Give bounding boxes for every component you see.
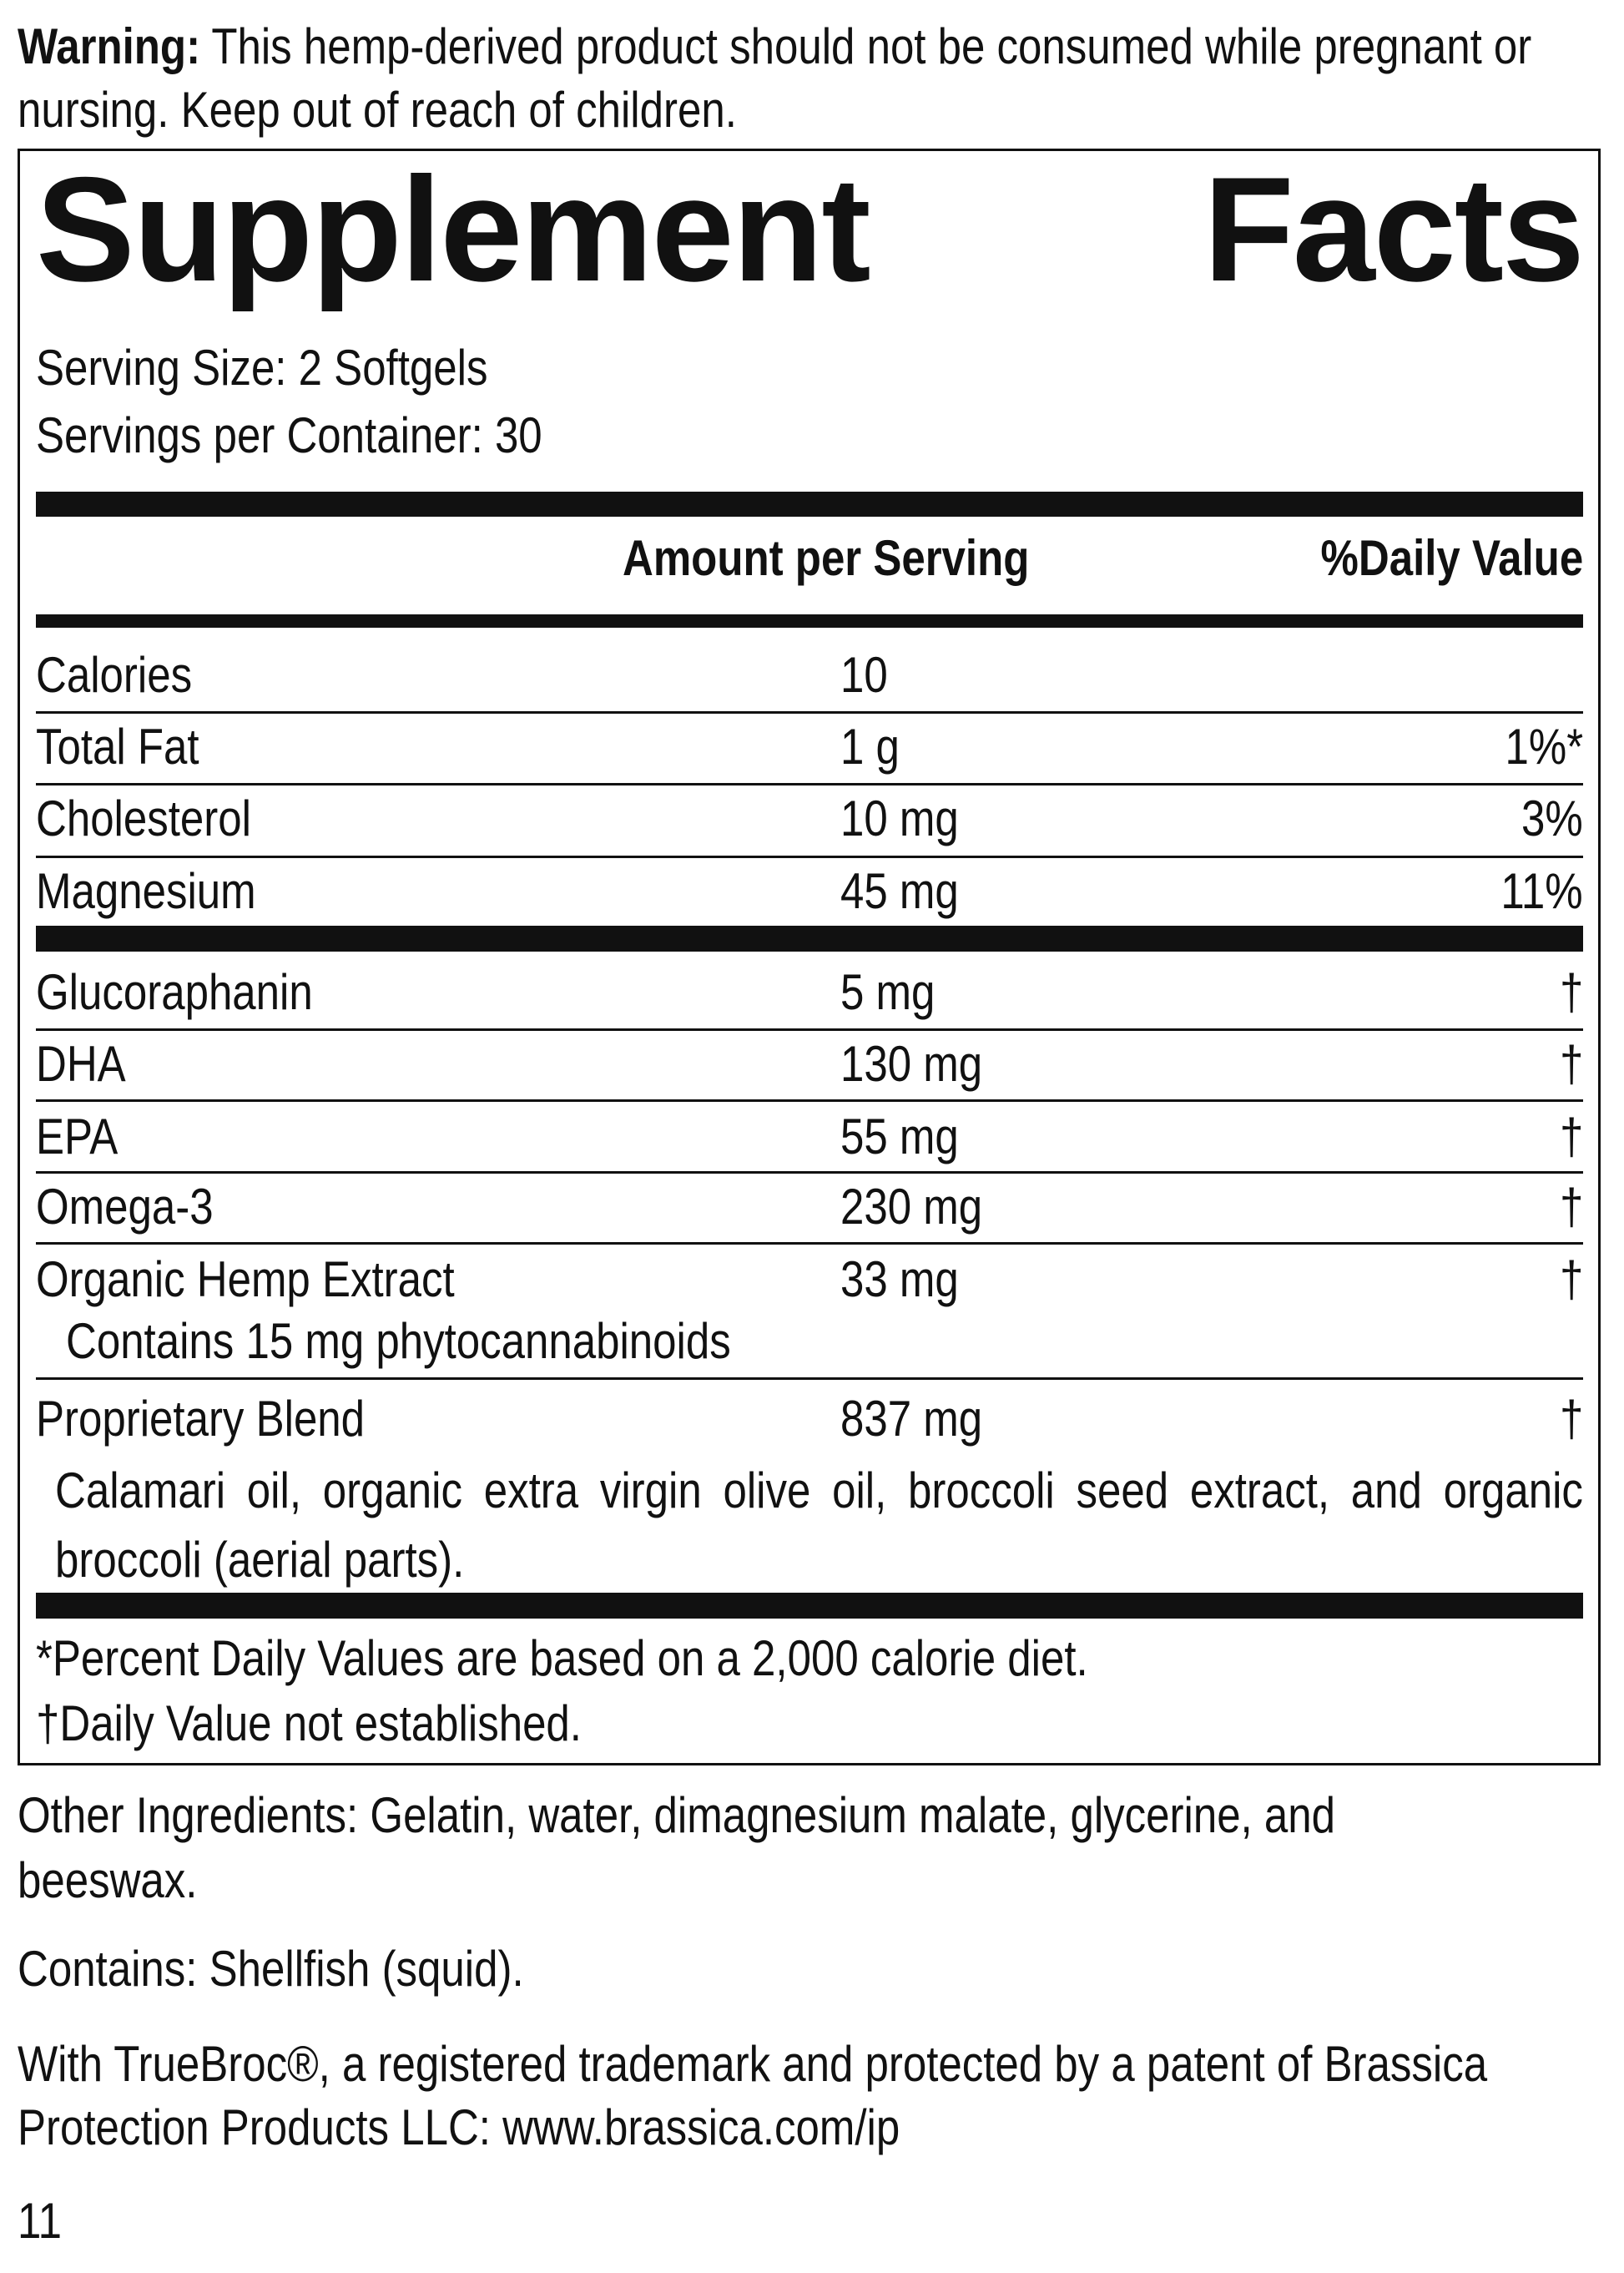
nutrient-amount: 230 mg	[840, 1179, 983, 1235]
thick-rule	[36, 614, 1583, 628]
nutrient-amount: 45 mg	[840, 863, 959, 919]
daily-value: †	[1559, 964, 1583, 1020]
daily-value: 11%	[1500, 863, 1583, 919]
footnote: †Daily Value not established.	[36, 1695, 582, 1751]
thin-rule	[36, 856, 1583, 858]
daily-value: †	[1559, 1179, 1583, 1235]
thin-rule	[36, 711, 1583, 714]
nutrient-amount: 130 mg	[840, 1036, 983, 1092]
nutrient-note: Calamari oil, organic extra virgin olive…	[55, 1462, 1583, 1588]
nutrient-name: Calories	[36, 647, 193, 703]
nutrient-amount: 33 mg	[840, 1251, 959, 1307]
nutrient-amount: 10 mg	[840, 790, 959, 846]
daily-value: 1%*	[1505, 719, 1583, 775]
nutrient-name: DHA	[36, 1036, 126, 1092]
nutrient-name: Magnesium	[36, 863, 256, 919]
nutrient-amount: 1 g	[840, 719, 900, 775]
nutrient-name: EPA	[36, 1109, 119, 1164]
thin-rule	[36, 1377, 1583, 1380]
thin-rule	[36, 783, 1583, 785]
warning-label: Warning:	[18, 18, 201, 74]
thin-rule	[36, 1099, 1583, 1102]
column-header: Amount per Serving	[623, 530, 1030, 586]
daily-value: †	[1559, 1251, 1583, 1307]
thick-rule	[36, 492, 1583, 517]
facts-title: Supplement Facts	[36, 146, 1585, 312]
warning-text: This hemp-derived product should not be …	[18, 18, 1532, 138]
nutrient-name: Omega-3	[36, 1179, 214, 1235]
column-header: %Daily Value	[1320, 530, 1583, 586]
thin-rule	[36, 1171, 1583, 1174]
other-ingredients: Other Ingredients: Gelatin, water, dimag…	[18, 1787, 1335, 1908]
nutrient-name: Proprietary Blend	[36, 1391, 366, 1447]
nutrient-name: Cholesterol	[36, 790, 251, 846]
daily-value: †	[1559, 1391, 1583, 1447]
thick-rule	[36, 926, 1583, 952]
nutrient-name: Organic Hemp Extract	[36, 1251, 455, 1307]
nutrient-name: Glucoraphanin	[36, 964, 313, 1020]
footnote: *Percent Daily Values are based on a 2,0…	[36, 1630, 1088, 1686]
contains: Contains: Shellfish (squid).	[18, 1941, 524, 1997]
daily-value: †	[1559, 1036, 1583, 1092]
nutrient-amount: 5 mg	[840, 964, 936, 1020]
page-number: 11	[18, 2193, 62, 2249]
serving-size: Serving Size: 2 Softgels	[36, 340, 488, 396]
servings-per-container: Servings per Container: 30	[36, 407, 542, 463]
facts-box	[18, 149, 1601, 1765]
daily-value: 3%	[1521, 790, 1583, 846]
thick-rule	[36, 1593, 1583, 1619]
warning: Warning: This hemp-derived product shoul…	[18, 15, 1606, 142]
nutrient-amount: 10	[840, 647, 888, 703]
trademark: With TrueBroc®, a registered trademark a…	[18, 2036, 1488, 2155]
nutrient-amount: 55 mg	[840, 1109, 959, 1164]
daily-value: †	[1559, 1109, 1583, 1164]
nutrient-name: Total Fat	[36, 719, 199, 775]
nutrient-note: Contains 15 mg phytocannabinoids	[66, 1313, 731, 1369]
thin-rule	[36, 1242, 1583, 1245]
nutrient-amount: 837 mg	[840, 1391, 983, 1447]
thin-rule	[36, 1028, 1583, 1031]
